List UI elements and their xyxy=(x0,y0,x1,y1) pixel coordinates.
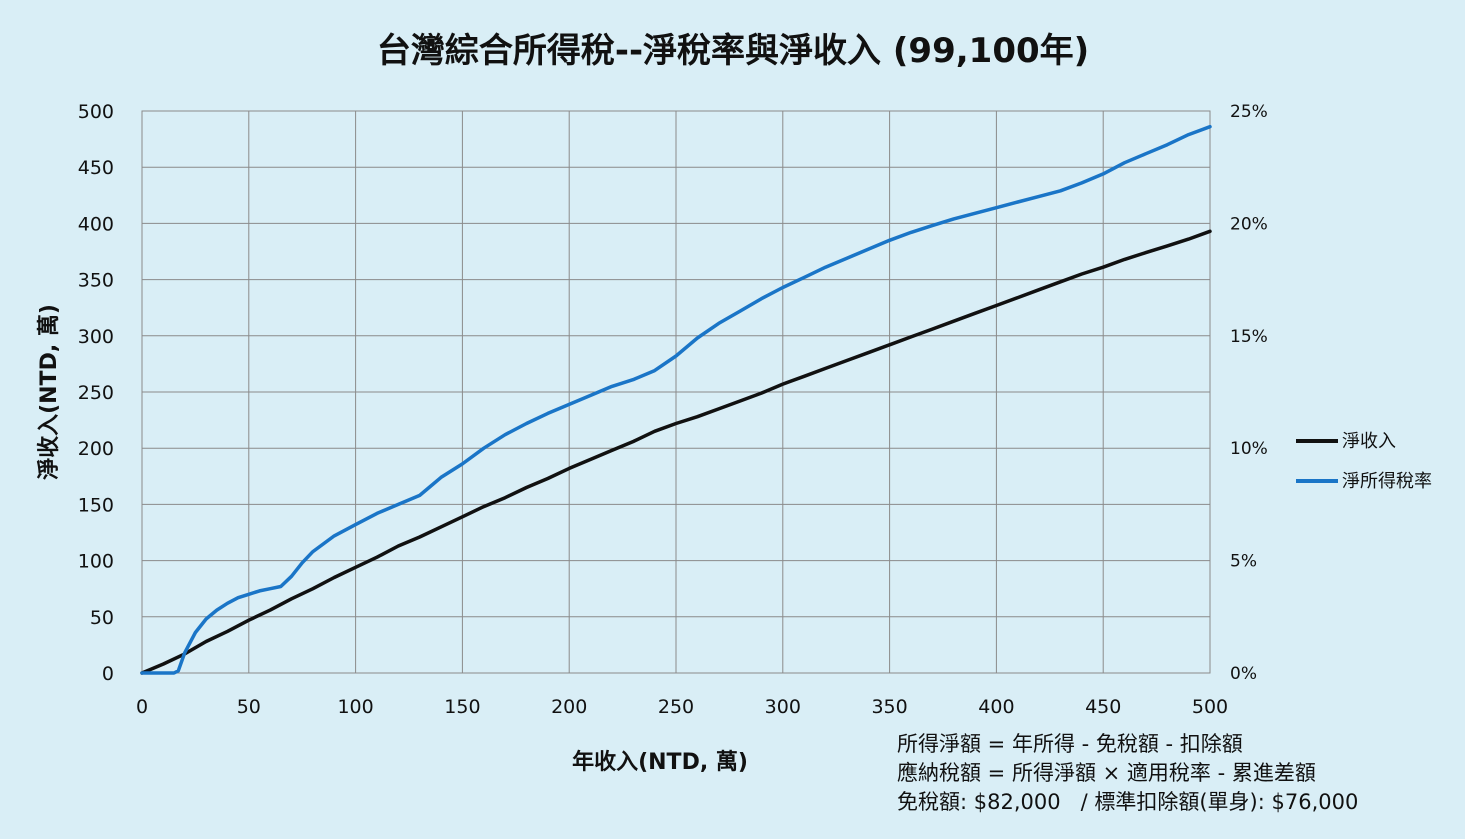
y-tick-label: 100 xyxy=(78,551,114,573)
y-tick-label: 400 xyxy=(78,213,114,235)
y-tick-label: 150 xyxy=(78,494,114,516)
y2-tick-label: 20% xyxy=(1230,214,1268,234)
x-tick-label: 50 xyxy=(237,696,261,718)
legend-label-net-income: 淨收入 xyxy=(1342,431,1396,452)
series-line-net-income xyxy=(140,229,1212,675)
x-tick-labels: 0 50 100 150 200 250 300 350 400 450 500 xyxy=(136,696,1228,718)
x-tick-label: 500 xyxy=(1192,696,1228,718)
y-tick-label: 350 xyxy=(78,270,114,292)
formula-note-line: 所得淨額 = 年所得 - 免稅額 - 扣除額 xyxy=(897,732,1243,756)
formula-note-line: 免稅額: $82,000 / 標準扣除額(單身): $76,000 xyxy=(897,790,1358,814)
y2-tick-label: 0% xyxy=(1230,664,1257,684)
x-tick-label: 100 xyxy=(337,696,373,718)
chart-title: 台灣綜合所得稅--淨稅率與淨收入 (99,100年) xyxy=(377,31,1089,71)
y-tick-label: 500 xyxy=(78,101,114,123)
y-tick-label: 200 xyxy=(78,438,114,460)
y2-tick-label: 10% xyxy=(1230,439,1268,459)
x-tick-label: 350 xyxy=(871,696,907,718)
y2-tick-labels: 0% 5% 10% 15% 20% 25% xyxy=(1230,102,1268,684)
x-tick-label: 450 xyxy=(1085,696,1121,718)
y-tick-label: 300 xyxy=(78,326,114,348)
y-tick-label: 250 xyxy=(78,382,114,404)
x-tick-label: 250 xyxy=(658,696,694,718)
y-tick-labels: 0 50 100 150 200 250 300 350 400 450 500 xyxy=(78,101,114,685)
y-tick-label: 50 xyxy=(90,607,114,629)
y2-tick-label: 25% xyxy=(1230,102,1268,122)
x-tick-label: 300 xyxy=(765,696,801,718)
x-tick-label: 150 xyxy=(444,696,480,718)
x-tick-label: 400 xyxy=(978,696,1014,718)
y-tick-label: 0 xyxy=(102,663,114,685)
x-tick-label: 0 xyxy=(136,696,148,718)
legend-label-net-tax-rate: 淨所得稅率 xyxy=(1342,471,1432,492)
y-axis-label: 淨收入(NTD, 萬) xyxy=(36,304,62,480)
x-tick-label: 200 xyxy=(551,696,587,718)
plot-border xyxy=(141,110,1211,674)
y2-tick-label: 5% xyxy=(1230,552,1257,572)
x-axis-label: 年收入(NTD, 萬) xyxy=(572,749,748,775)
y2-tick-label: 15% xyxy=(1230,327,1268,347)
y-tick-label: 450 xyxy=(78,157,114,179)
series-line-net-tax-rate xyxy=(140,124,1212,675)
grid xyxy=(141,110,1211,674)
formula-note-line: 應納稅額 = 所得淨額 × 適用稅率 - 累進差額 xyxy=(897,761,1316,785)
series-lines xyxy=(140,124,1212,675)
